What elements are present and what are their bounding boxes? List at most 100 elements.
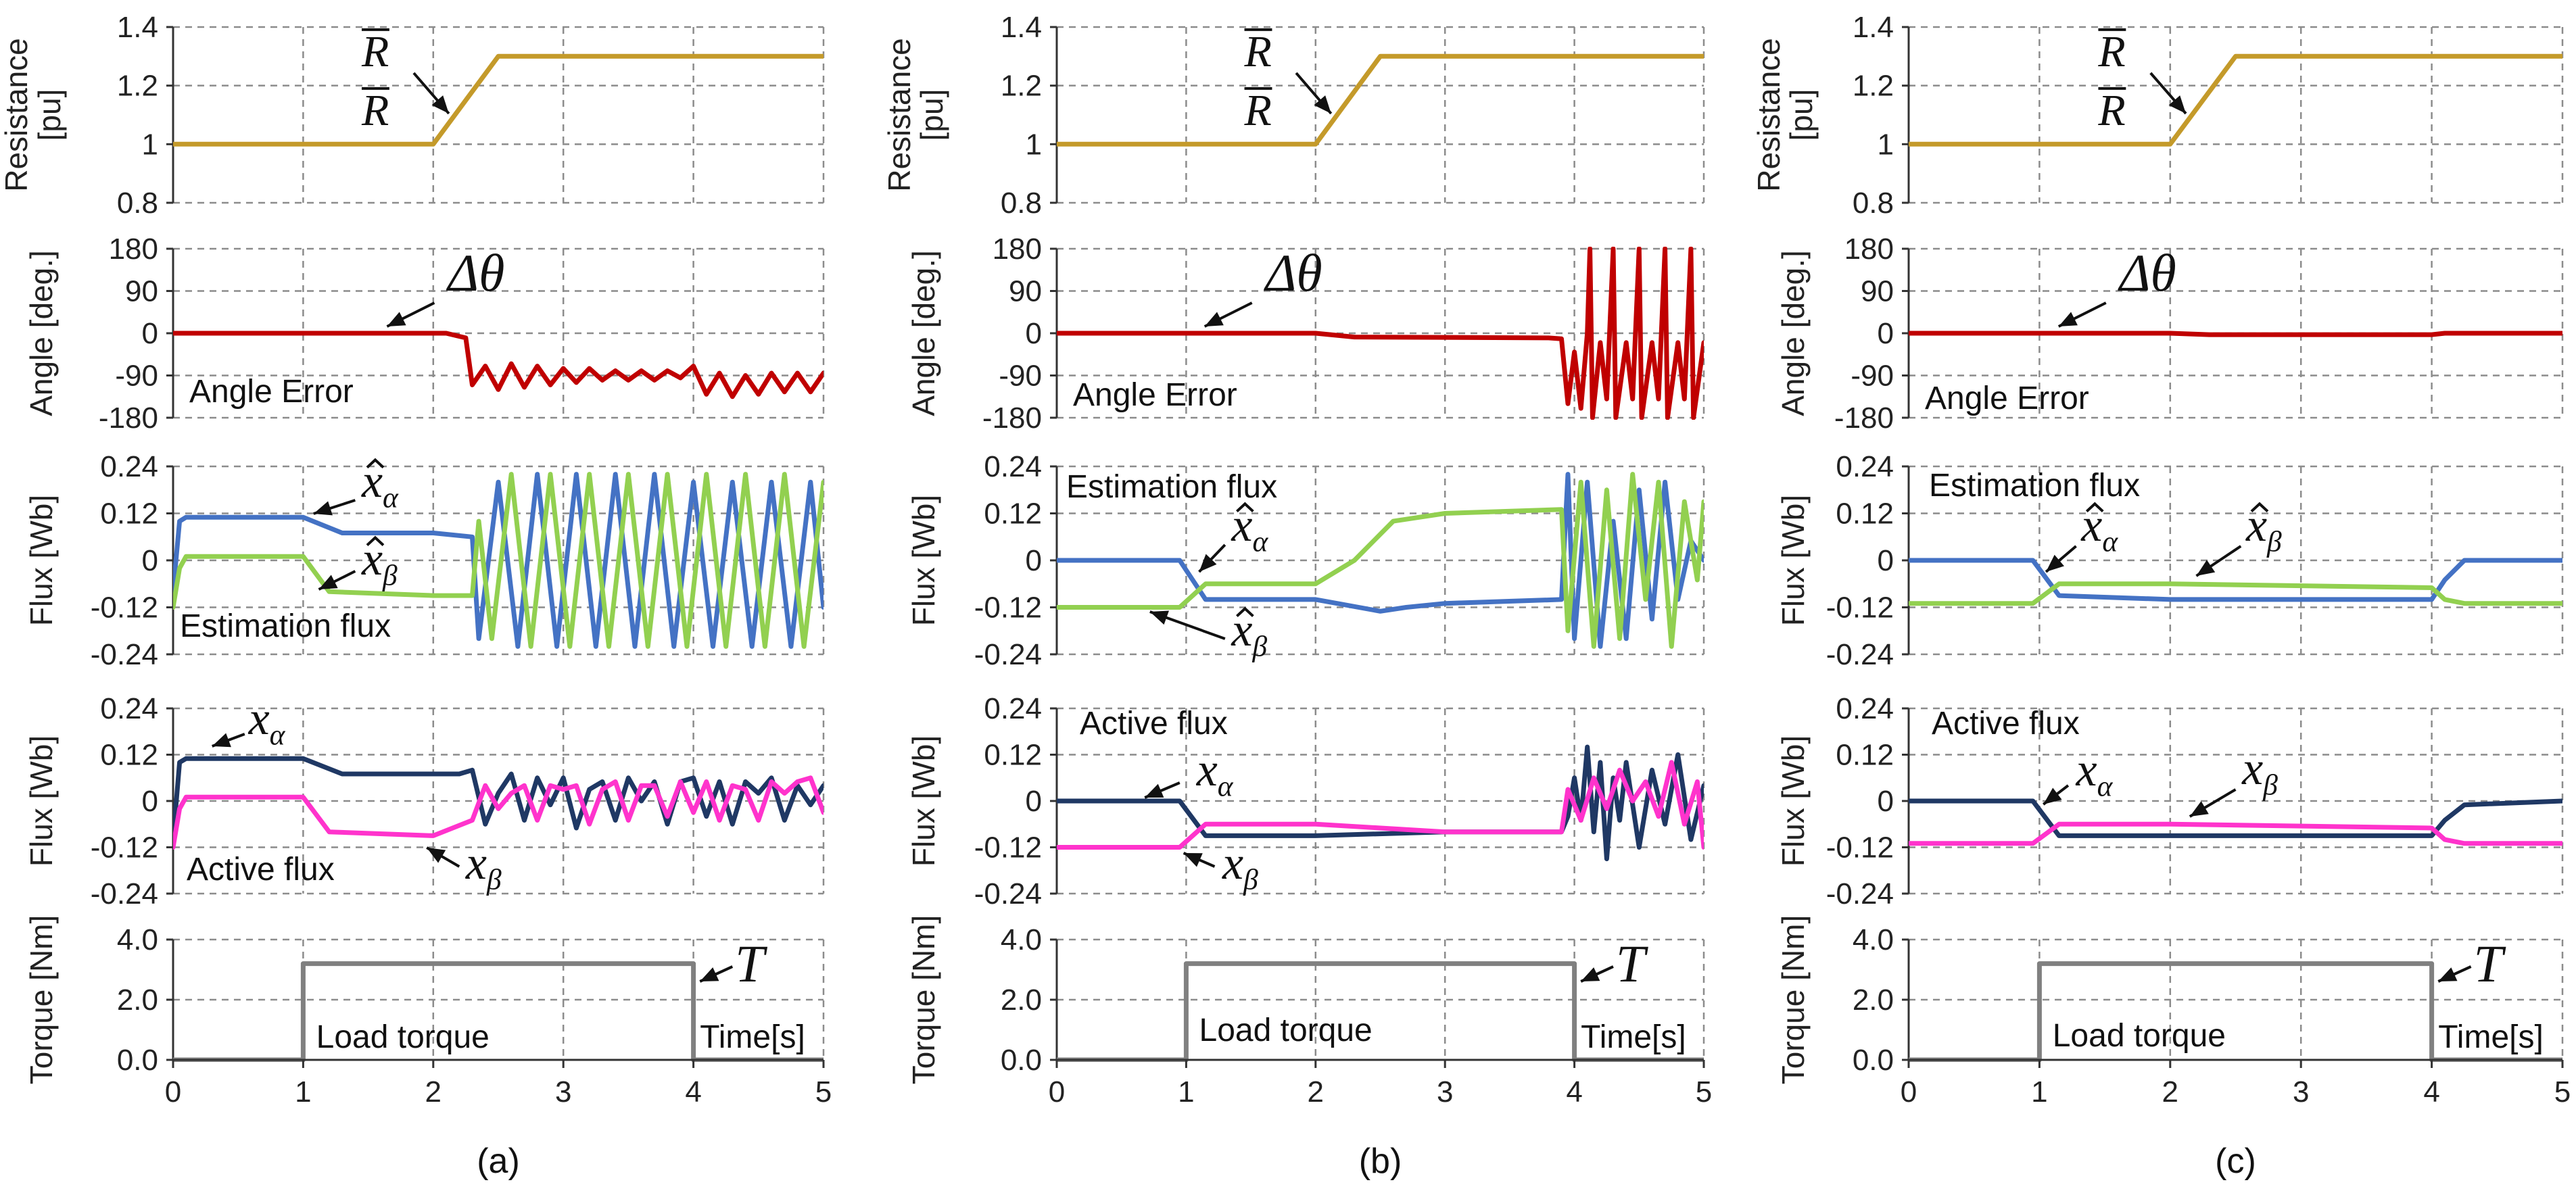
y-tick-label: 0.0 <box>117 1044 158 1077</box>
y-tick-label: 180 <box>1844 233 1894 266</box>
y-tick-label: -0.12 <box>974 591 1042 625</box>
angle-error-label: Angle Error <box>189 374 354 410</box>
y-tick-label: 0 <box>1878 785 1894 818</box>
svg-text:R: R <box>361 27 389 76</box>
y-tick-label: 1.2 <box>1853 70 1894 103</box>
annotation-arrow-x-alpha <box>2042 784 2070 806</box>
x-tick-label: 4 <box>685 1075 701 1109</box>
panel-caption: (c) <box>2215 1142 2256 1181</box>
x-tick-label: 2 <box>1308 1075 1324 1109</box>
annotation-r-bar-upper: R <box>1244 27 1272 76</box>
active-flux-label: Active flux <box>1932 706 2080 742</box>
chart-panel-c: 0.8 1 1.2 1.4 Resistance[pu] RR -180 -90 0 90 180 A… <box>1751 11 2571 1181</box>
annotation-r-bar-upper: R <box>361 27 389 76</box>
x-tick-label: 1 <box>2031 1075 2047 1109</box>
estimation-flux-label: Estimation flux <box>1929 468 2140 504</box>
y-tick-label: -90 <box>1851 360 1894 393</box>
y-tick-label: 90 <box>125 275 158 308</box>
subplot-resistance: 0.8 1 1.2 1.4 Resistance[pu] RR <box>882 11 1705 220</box>
svg-text:R: R <box>2097 27 2125 76</box>
y-tick-label: 180 <box>993 233 1042 266</box>
y-tick-label: 0.24 <box>984 450 1042 483</box>
y-tick-label: 0.12 <box>1836 739 1894 772</box>
y-tick-label: 0 <box>142 544 158 577</box>
annotation-x-hat-alpha: xα <box>361 456 399 514</box>
x-tick-label: 1 <box>1178 1075 1194 1109</box>
angle-error-label: Angle Error <box>1925 381 2089 416</box>
annotation-arrow-x-hat-alpha <box>1198 543 1226 573</box>
x-tick-label: 4 <box>1566 1075 1582 1109</box>
y-tick-label: 4.0 <box>1001 923 1042 956</box>
y-tick-label: 0.24 <box>1836 692 1894 725</box>
annotation-delta-theta: Δθ <box>1264 243 1322 302</box>
series-line-x̂β <box>1057 472 1704 649</box>
series-line-xβ <box>1057 760 1704 850</box>
y-tick-label: -0.24 <box>91 638 158 671</box>
y-tick-label: 90 <box>1861 275 1894 308</box>
svg-text:Δθ: Δθ <box>1264 243 1322 302</box>
y-tick-label: 90 <box>1009 275 1042 308</box>
y-tick-label: 0 <box>1878 544 1894 577</box>
annotation-arrow-torque <box>2437 965 2472 983</box>
annotation-r-bar-lower: R <box>1244 86 1272 135</box>
annotation-r-bar-upper: R <box>2097 27 2126 76</box>
y-tick-label: -0.12 <box>1826 591 1894 625</box>
x-tick-label: 0 <box>165 1075 181 1109</box>
series-line-x̂β <box>1909 581 2562 606</box>
load-torque-label: Load torque <box>1199 1013 1373 1048</box>
y-tick-label: 2.0 <box>1853 983 1894 1017</box>
y-tick-label: 1 <box>142 128 158 161</box>
y-tick-label: 4.0 <box>1853 923 1894 956</box>
series-line-xα <box>1057 744 1704 862</box>
annotation-x-hat-alpha: xα <box>2080 500 2118 558</box>
series-line-xβ <box>173 775 824 850</box>
y-axis-title: Flux [Wb] <box>906 495 941 626</box>
y-tick-label: -0.12 <box>91 831 158 865</box>
y-tick-label: 0.0 <box>1001 1044 1042 1077</box>
y-tick-label: 0 <box>142 785 158 818</box>
annotation-x-alpha: xα <box>2076 744 2114 802</box>
series-line-x̂β <box>173 472 824 649</box>
y-tick-label: 0.8 <box>1001 187 1042 220</box>
y-axis-title: Resistance <box>0 38 34 192</box>
annotation-torque-t: T <box>1616 934 1648 993</box>
angle-error-label: Angle Error <box>1073 377 1237 413</box>
svg-text:xα: xα <box>2076 744 2114 802</box>
subplot-resistance: 0.8 1 1.2 1.4 Resistance[pu] RR <box>1751 11 2564 220</box>
annotation-torque-t: T <box>735 934 767 993</box>
annotation-arrow-x-alpha <box>212 733 245 748</box>
y-tick-label: -90 <box>115 360 158 393</box>
time-axis-label: Time[s] <box>1581 1019 1686 1055</box>
chart-panel-a: 0.8 1 1.2 1.4 Resistance[pu] RR -180 -90 0 90 180 A… <box>0 11 832 1181</box>
svg-text:T: T <box>2473 934 2506 993</box>
series-line-Resistance <box>1909 53 2562 147</box>
y-tick-label: 0.12 <box>984 497 1042 531</box>
y-tick-label: 4.0 <box>117 923 158 956</box>
annotation-arrow-x-hat-beta <box>318 570 356 591</box>
series-line-Resistance <box>1057 53 1704 147</box>
y-tick-label: 1.2 <box>1001 70 1042 103</box>
svg-text:xβ: xβ <box>2241 743 2278 801</box>
y-tick-label: 1.4 <box>117 11 158 44</box>
load-torque-label: Load torque <box>316 1019 490 1055</box>
x-tick-label: 0 <box>1901 1075 1917 1109</box>
y-tick-label: -180 <box>1834 402 1894 435</box>
svg-text:xα: xα <box>2080 500 2118 558</box>
annotation-arrow-x-hat-beta <box>2195 545 2242 577</box>
svg-text:R: R <box>1244 86 1272 135</box>
y-tick-label: 0.12 <box>100 739 158 772</box>
annotation-arrow-x-beta <box>426 846 460 868</box>
annotation-arrow-x-hat-alpha <box>2045 545 2077 573</box>
subplot-angle: -180 -90 0 90 180 Angle [deg.] Δθ Angle Error <box>906 233 1705 435</box>
svg-text:Δθ: Δθ <box>446 243 504 302</box>
y-tick-label: -0.24 <box>974 877 1042 910</box>
svg-text:T: T <box>1616 934 1648 993</box>
y-axis-unit: [pu] <box>1784 89 1819 141</box>
x-tick-label: 3 <box>1437 1075 1453 1109</box>
y-axis-title: Resistance <box>882 38 917 192</box>
annotation-arrow-delta-theta <box>386 301 435 328</box>
y-tick-label: 0.0 <box>1853 1044 1894 1077</box>
series-line-Resistance <box>173 53 824 147</box>
y-tick-label: -0.24 <box>91 877 158 910</box>
